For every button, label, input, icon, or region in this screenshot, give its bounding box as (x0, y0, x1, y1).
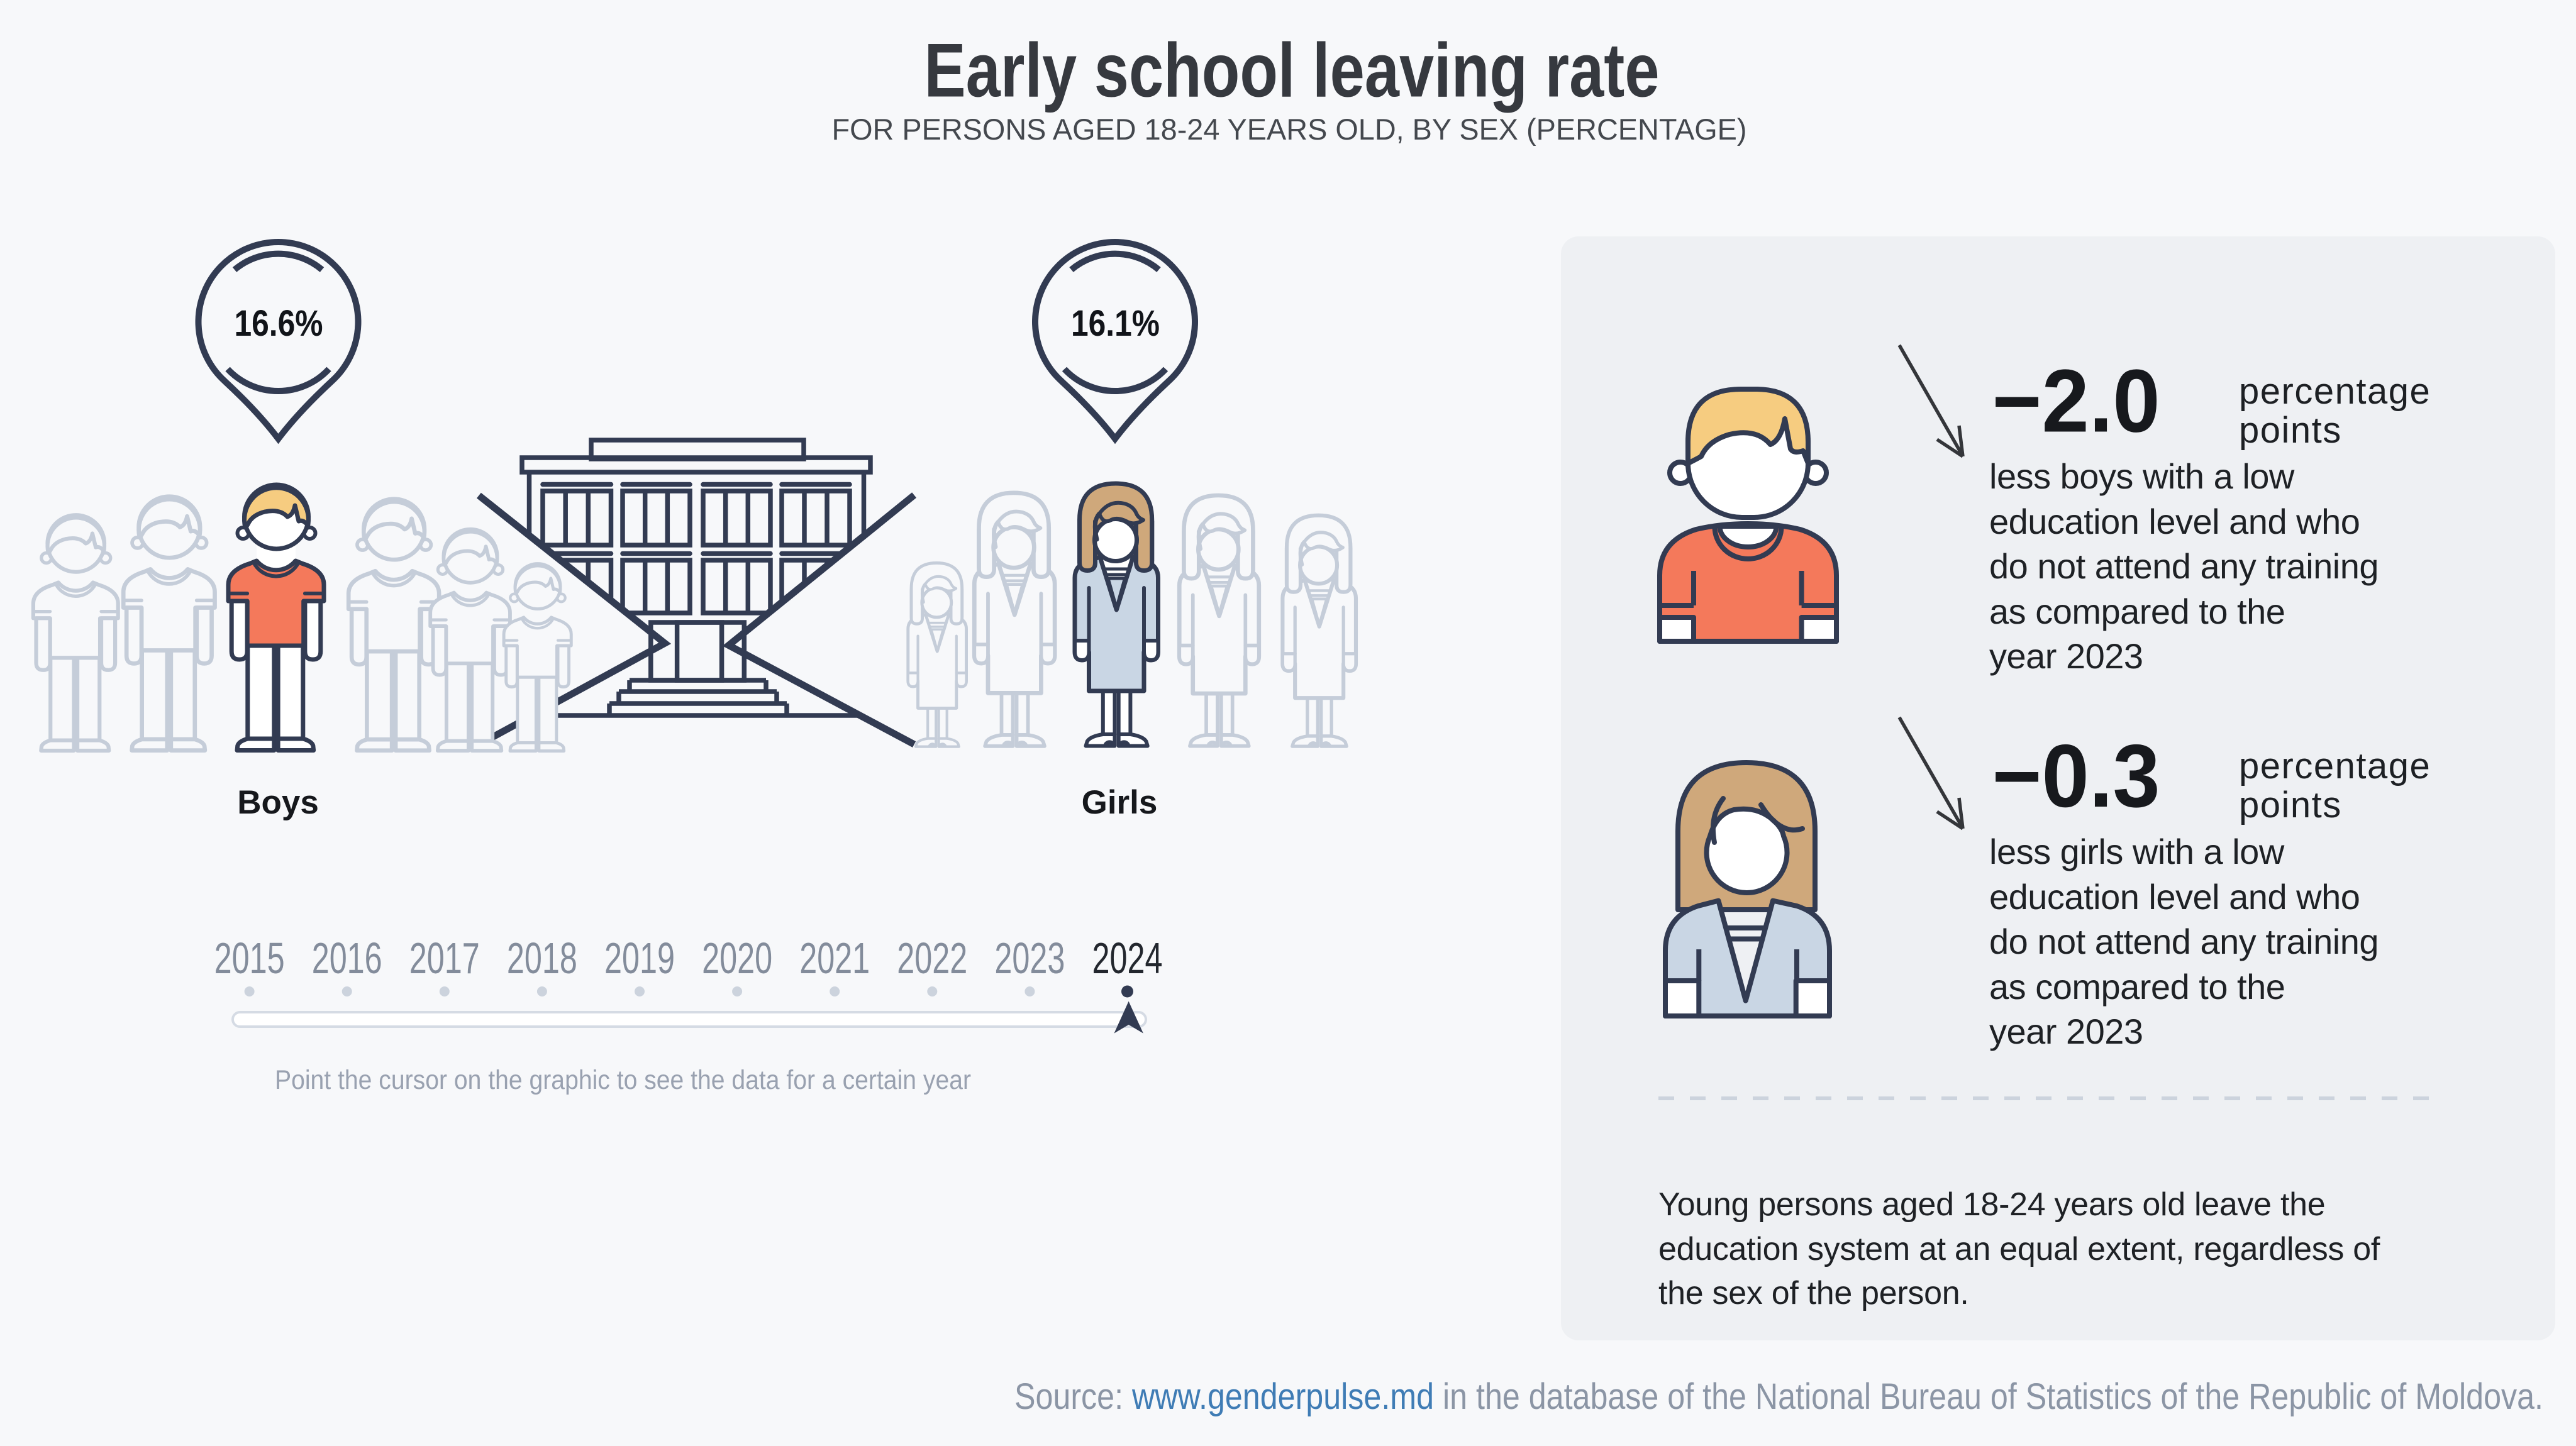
svg-text:−2.0: −2.0 (1992, 351, 2160, 447)
svg-text:Point the cursor on the graphi: Point the cursor on the graphic to see t… (275, 1066, 971, 1095)
svg-text:2022: 2022 (897, 934, 967, 983)
svg-text:2021: 2021 (799, 934, 870, 983)
svg-text:2023: 2023 (994, 934, 1065, 983)
svg-text:2018: 2018 (507, 934, 577, 983)
svg-text:2017: 2017 (409, 934, 480, 983)
svg-text:Girls: Girls (1082, 784, 1158, 821)
svg-text:−0.3: −0.3 (1992, 726, 2160, 821)
svg-text:Boys: Boys (237, 784, 319, 821)
svg-text:2020: 2020 (702, 934, 772, 983)
svg-text:2015: 2015 (214, 934, 285, 983)
svg-text:FOR PERSONS AGED 18-24 YEARS O: FOR PERSONS AGED 18-24 YEARS OLD, BY SEX… (832, 113, 1747, 146)
svg-text:Source: www.genderpulse.md in: Source: www.genderpulse.md in the databa… (1014, 1376, 2543, 1417)
svg-text:16.6%: 16.6% (235, 303, 323, 344)
svg-text:2019: 2019 (604, 934, 675, 983)
svg-text:Early school leaving rate: Early school leaving rate (924, 28, 1660, 113)
svg-text:16.1%: 16.1% (1071, 303, 1160, 344)
svg-text:2024: 2024 (1092, 934, 1163, 983)
svg-text:2016: 2016 (312, 934, 382, 983)
